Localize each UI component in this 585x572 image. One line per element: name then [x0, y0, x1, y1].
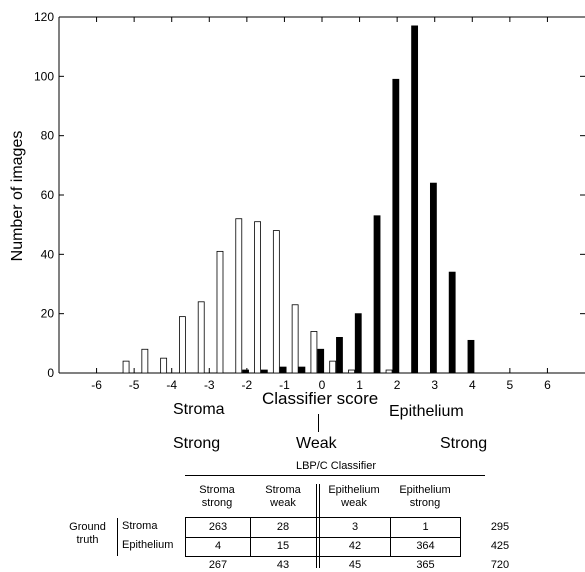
cm-col-header-1: Stroma strong	[199, 484, 235, 509]
bar-black	[298, 366, 306, 374]
bar-white	[385, 369, 393, 374]
bar-black	[242, 369, 249, 374]
bar-black	[429, 182, 437, 374]
bar-black	[411, 25, 419, 374]
cm-col-header-2: Stroma weak	[265, 484, 301, 509]
bar-black	[373, 215, 381, 374]
x-tick-label: -1	[279, 378, 290, 392]
cm-divider-b	[319, 484, 320, 568]
bar-white	[272, 230, 280, 374]
cm-row-group-label: Ground truth	[69, 521, 106, 546]
confusion-matrix: LBP/C Classifier Stroma strong Stroma weak…	[60, 460, 520, 571]
cm-grid-top	[185, 517, 461, 518]
cm-grand-total: 720	[490, 559, 510, 571]
cm-cell: 1	[422, 521, 429, 533]
x-tick-label: -5	[129, 378, 140, 392]
x-tick-label: 3	[431, 378, 438, 392]
cm-grid-mid	[185, 537, 461, 538]
bar-white	[348, 369, 355, 374]
strong-left-label: Strong	[173, 435, 221, 452]
y-tick-label: 120	[34, 10, 54, 24]
cm-col-header-3: Epithelium weak	[328, 484, 380, 509]
cm-grid-v3	[390, 517, 391, 557]
bar-white	[179, 316, 186, 374]
bar-black	[392, 78, 400, 374]
cm-row-total: 425	[490, 540, 510, 552]
bar-black	[336, 336, 343, 374]
bar-black	[354, 313, 362, 374]
y-tick-label: 100	[34, 69, 54, 83]
x-tick-label: 4	[469, 378, 476, 392]
strong-right-label: Strong	[440, 435, 488, 452]
bar-white	[160, 357, 168, 374]
bar-white	[254, 221, 261, 374]
bar-black	[448, 271, 456, 374]
y-axis-title: Number of images	[9, 131, 26, 262]
cm-col-total: 365	[416, 559, 435, 571]
cm-col-header-4: Epithelium strong	[399, 484, 451, 509]
chart-bars	[122, 25, 475, 374]
histogram-chart: 0 20 40 60 80 100 120 -6 -5 -4 -3 -2 -1 0 1 2 3 4 5 6 Numbe…	[9, 10, 585, 392]
y-tick-label: 40	[41, 247, 55, 261]
cm-grid-left	[185, 517, 186, 557]
y-tick-label: 80	[41, 129, 55, 143]
cm-col-total: 43	[276, 559, 290, 571]
cm-cell: 28	[276, 521, 290, 533]
x-tick-label: -6	[91, 378, 102, 392]
x-tick-label: -4	[166, 378, 177, 392]
weak-label: Weak	[296, 435, 337, 452]
cm-title-line	[185, 475, 485, 476]
x-axis-title: Classifier score	[262, 389, 379, 408]
cm-cell: 364	[416, 540, 435, 552]
bar-white	[122, 360, 130, 374]
cm-row-group-line	[117, 518, 118, 556]
cm-cell: 15	[276, 540, 290, 552]
stroma-label: Stroma	[173, 401, 225, 418]
y-tick-label: 20	[41, 307, 55, 321]
bar-black	[279, 366, 287, 374]
cm-col-total: 267	[208, 559, 228, 571]
x-tick-label: 6	[544, 378, 551, 392]
bar-black	[467, 339, 475, 374]
y-tick-label: 60	[41, 188, 55, 202]
x-tick-label: -3	[204, 378, 215, 392]
bar-white	[291, 304, 299, 374]
cm-grid-right	[460, 517, 461, 557]
bar-white	[310, 331, 318, 374]
bar-white	[141, 348, 149, 374]
bar-black	[317, 348, 325, 374]
cm-title: LBP/C Classifier	[295, 460, 377, 472]
x-tick-label: 5	[507, 378, 514, 392]
chart-axes	[58, 16, 585, 374]
epithelium-label: Epithelium	[389, 403, 464, 420]
cm-divider-a	[316, 484, 317, 568]
x-tick-label: -2	[242, 378, 253, 392]
bar-white	[216, 250, 224, 374]
x-tick-label: 2	[394, 378, 401, 392]
cm-row-label-stroma: Stroma	[122, 520, 158, 532]
cm-grid-v1	[250, 517, 251, 557]
cm-cell: 4	[214, 540, 222, 552]
bar-black	[260, 369, 268, 374]
cm-cell: 263	[208, 521, 228, 533]
cm-row-total: 295	[490, 521, 510, 533]
bar-white	[235, 218, 243, 374]
cm-grid-bottom	[185, 556, 461, 557]
bar-white	[329, 360, 337, 374]
cm-cell: 3	[351, 521, 359, 533]
x-tick-label: 0	[319, 378, 326, 392]
chart-ticks: 0 20 40 60 80 100 120 -6 -5 -4 -3 -2 -1 0 1 2 3 4 5 6	[34, 10, 585, 392]
cm-cell: 42	[348, 540, 362, 552]
x-tick-label: 1	[356, 378, 363, 392]
weak-marker	[318, 414, 319, 432]
y-tick-label: 0	[47, 366, 54, 380]
bar-white	[197, 301, 205, 374]
cm-row-label-epithelium: Epithelium	[122, 539, 174, 551]
cm-col-total: 45	[348, 559, 362, 571]
